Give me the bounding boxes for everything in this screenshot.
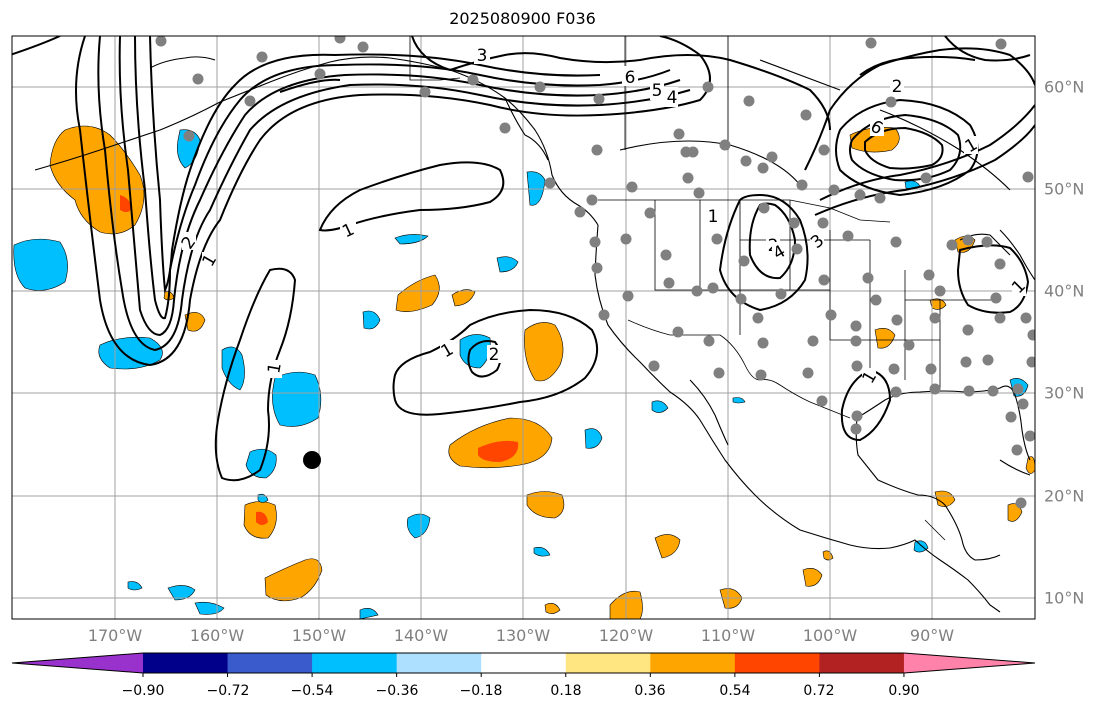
- lat-label: 20°N: [1044, 486, 1085, 506]
- positive-anomaly-region: [934, 490, 956, 507]
- negative-anomaly-region: [459, 334, 491, 369]
- lon-label: 160°W: [189, 626, 245, 645]
- colorbar-bin: [819, 653, 905, 673]
- colorbar-extend-low: [12, 653, 143, 673]
- lon-label: 110°W: [700, 626, 756, 645]
- lon-label: 140°W: [393, 626, 449, 645]
- positive-anomaly-core: [120, 195, 132, 213]
- negative-anomaly-region: [407, 513, 431, 539]
- lat-label: 60°N: [1044, 77, 1085, 97]
- contour-label: 4: [770, 241, 789, 264]
- colorbar-tick-label: 0.36: [634, 683, 666, 699]
- lon-label: 130°W: [495, 626, 551, 645]
- positive-anomaly-region: [544, 603, 561, 614]
- negative-anomaly-region: [167, 585, 196, 601]
- colorbar-tick-label: −0.72: [206, 683, 250, 699]
- contour-label: 2: [489, 345, 500, 365]
- storm-center-marker: [303, 451, 321, 469]
- lon-label: 150°W: [291, 626, 347, 645]
- positive-anomaly-core: [478, 440, 519, 462]
- negative-anomaly-region: [257, 493, 269, 503]
- negative-anomaly-region: [651, 400, 669, 413]
- positive-anomaly-region: [184, 312, 206, 332]
- lat-label: 10°N: [1044, 588, 1085, 608]
- negative-anomaly-region: [533, 547, 551, 557]
- positive-anomaly-region: [1007, 503, 1023, 522]
- positive-anomaly-region: [1025, 456, 1035, 474]
- positive-anomaly-region: [929, 298, 947, 310]
- contour-label: 6: [625, 68, 636, 88]
- map-title: 2025080900 F036: [449, 9, 596, 28]
- positive-anomaly-region: [264, 558, 323, 602]
- positive-anomaly-region: [451, 289, 476, 307]
- colorbar-bin: [565, 653, 651, 673]
- colorbar-tick-label: −0.54: [290, 683, 334, 699]
- negative-anomaly-region: [526, 171, 546, 206]
- positive-anomaly-region: [526, 491, 565, 519]
- colorbar-bin: [143, 653, 229, 673]
- colorbar-tick-label: 0.54: [719, 683, 751, 699]
- positive-anomaly-region: [49, 125, 145, 235]
- colorbar-tick-label: −0.18: [459, 683, 503, 699]
- lat-label: 50°N: [1044, 179, 1085, 199]
- contour-label: 1: [708, 207, 719, 227]
- contour-labels: 3 6 5 4 2 1 1 1 2 1 1 2 3 4: [178, 44, 1030, 387]
- negative-anomaly-region: [272, 371, 322, 427]
- contour-lines: [12, 36, 1035, 482]
- colorbar-extend-high: [903, 653, 1035, 673]
- positive-anomaly-region: [822, 550, 834, 561]
- contour-label: 4: [667, 88, 678, 108]
- contour-label: 2: [892, 77, 903, 97]
- lat-label: 40°N: [1044, 281, 1085, 301]
- colorbar-bin: [227, 653, 313, 673]
- coastlines: [34, 56, 1035, 613]
- negative-anomaly-region: [245, 448, 277, 479]
- positive-anomaly-region: [524, 322, 564, 382]
- station-markers: [155, 36, 1035, 509]
- negative-anomaly-region: [13, 238, 68, 291]
- colorbar-tick-label: 0.90: [888, 683, 920, 699]
- negative-anomaly-region: [913, 540, 929, 553]
- negative-anomaly-region: [362, 310, 381, 330]
- negative-anomaly-region: [359, 608, 379, 619]
- colorbar-tick-label: 0.72: [803, 683, 835, 699]
- map-frame: [11, 35, 1036, 620]
- negative-anomaly-region: [194, 601, 225, 615]
- negative-anomaly-region: [732, 397, 746, 404]
- negative-anomaly-region: [127, 581, 143, 591]
- positive-anomaly-region: [654, 534, 681, 559]
- colorbar-tick-label: −0.36: [375, 683, 419, 699]
- contour-label: 3: [477, 46, 488, 66]
- colorbar: [11, 652, 1036, 677]
- contour-label: 5: [652, 81, 663, 101]
- lon-label: 90°W: [909, 626, 955, 645]
- positive-anomaly-region: [395, 274, 440, 312]
- colorbar-bin: [734, 653, 820, 673]
- negative-anomaly-region: [394, 234, 429, 245]
- lat-label: 30°N: [1044, 383, 1085, 403]
- negative-anomaly-region: [584, 428, 603, 449]
- graticule: [12, 36, 1035, 619]
- lon-label: 170°W: [87, 626, 143, 645]
- positive-anomaly-region: [874, 328, 896, 349]
- colorbar-bin: [312, 653, 398, 673]
- lon-label: 120°W: [598, 626, 654, 645]
- lon-label: 100°W: [802, 626, 858, 645]
- colorbar-tick-label: −0.90: [121, 683, 165, 699]
- positive-anomaly-region: [802, 568, 823, 587]
- colorbar-bin: [650, 653, 736, 673]
- colorbar-bin: [396, 653, 482, 673]
- colorbar-bin: [481, 653, 567, 673]
- colorbar-tick-label: 0.18: [550, 683, 582, 699]
- negative-anomaly-region: [496, 256, 519, 273]
- contour-label: 1: [264, 361, 286, 375]
- positive-anomaly-core: [256, 511, 268, 525]
